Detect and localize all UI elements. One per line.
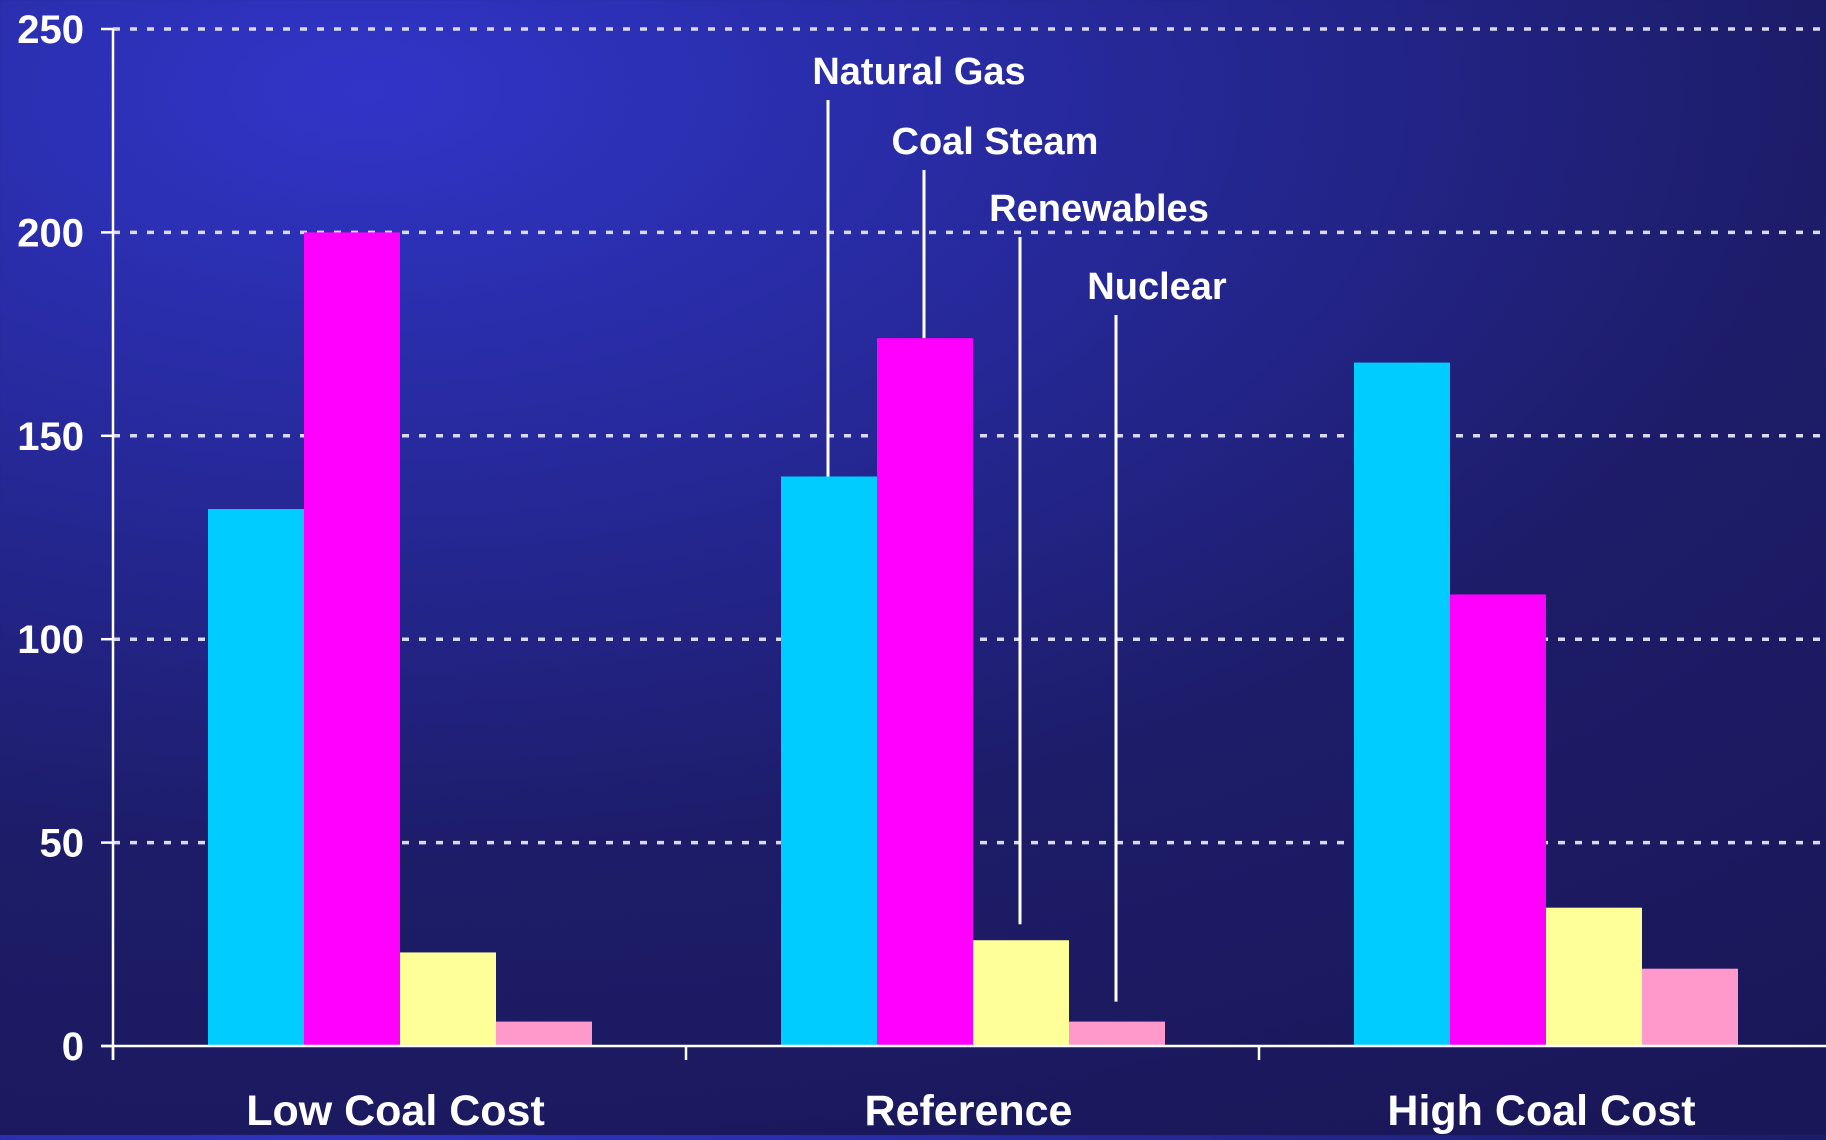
y-tick-label: 250 (17, 8, 84, 52)
x-category-label: High Coal Cost (1387, 1087, 1695, 1135)
bar-nuclear-high-coal-cost (1642, 968, 1738, 1046)
series-callout-label: Renewables (989, 188, 1209, 230)
bar-renewables-high-coal-cost (1546, 907, 1642, 1046)
y-tick-label: 100 (17, 618, 84, 662)
series-callout-label: Natural Gas (812, 51, 1025, 93)
bars (208, 232, 1738, 1047)
bar-natural-gas-reference (781, 476, 877, 1047)
y-tick-label: 150 (17, 415, 84, 459)
bar-coal-steam-low-coal-cost (304, 232, 400, 1046)
bar-coal-steam-high-coal-cost (1450, 594, 1546, 1046)
bar-natural-gas-high-coal-cost (1354, 362, 1450, 1046)
axes (101, 27, 1826, 1060)
x-category-label: Reference (865, 1087, 1073, 1135)
bar-renewables-reference (973, 940, 1069, 1046)
series-callout-label: Nuclear (1087, 266, 1227, 308)
y-tick-label: 50 (40, 822, 85, 866)
bar-renewables-low-coal-cost (400, 952, 496, 1046)
bar-nuclear-low-coal-cost (496, 1021, 592, 1046)
y-tick-label: 0 (62, 1025, 84, 1069)
bar-coal-steam-reference (877, 338, 973, 1047)
series-callout-label: Coal Steam (892, 121, 1099, 163)
x-category-label: Low Coal Cost (246, 1087, 545, 1135)
labels: 0 50 100 150 200 250 Low Coal Cost Reference Hig… (17, 8, 1695, 1135)
y-tick-label: 200 (17, 211, 84, 255)
bar-nuclear-reference (1069, 1021, 1165, 1046)
bar-natural-gas-low-coal-cost (208, 509, 304, 1046)
